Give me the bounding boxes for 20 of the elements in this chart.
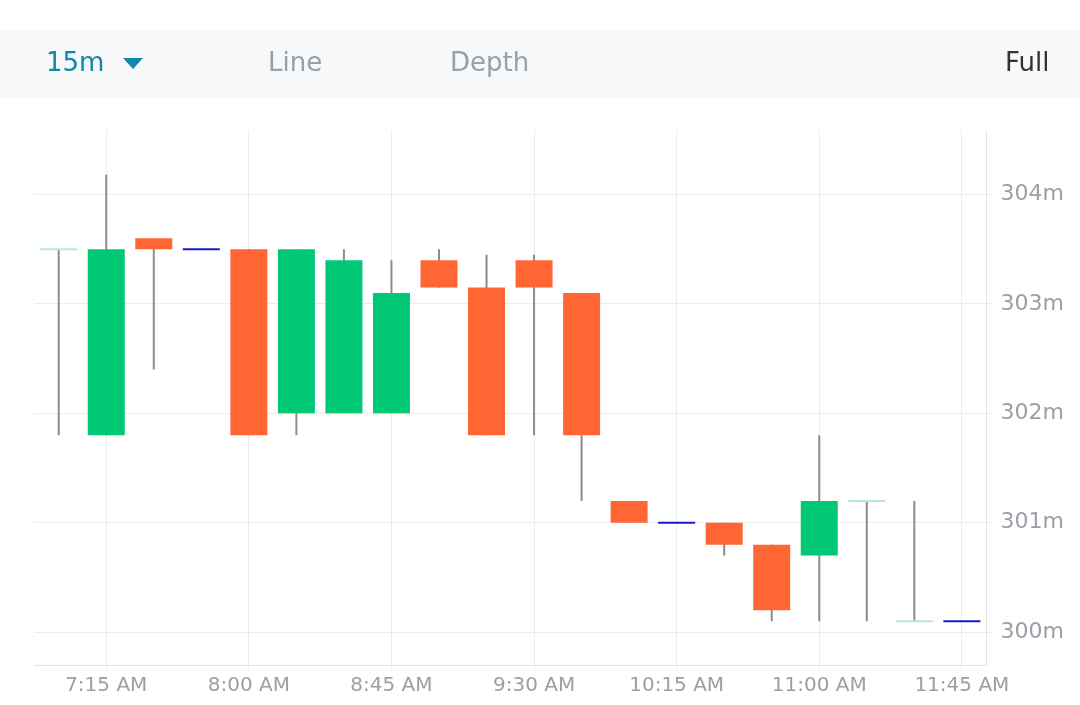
x-tick-label: 11:45 AM [914,672,1010,697]
candlestick [848,499,886,623]
y-tick-label: 300m [1000,617,1064,643]
y-tick-label: 303m [1000,289,1064,315]
x-tick-label: 11:00 AM [771,672,867,697]
text: Line [268,47,323,77]
x-tick-label: 10:15 AM [629,672,725,697]
candlestick [40,248,78,437]
x-tick-label: 8:45 AM [350,672,433,697]
x-tick-label: 7:15 AM [65,672,148,697]
x-tick-label: 9:30 AM [492,672,576,697]
x-tick-label: 8:00 AM [207,672,290,697]
text: Depth [450,47,530,77]
candlestick [895,499,933,623]
text: 15m [46,47,105,77]
y-tick-label: 302m [1000,399,1064,425]
y-tick-label: 301m [1000,508,1064,534]
y-tick-label: 304m [1000,180,1064,206]
text: Full [1005,47,1050,77]
candlestick [135,237,173,371]
